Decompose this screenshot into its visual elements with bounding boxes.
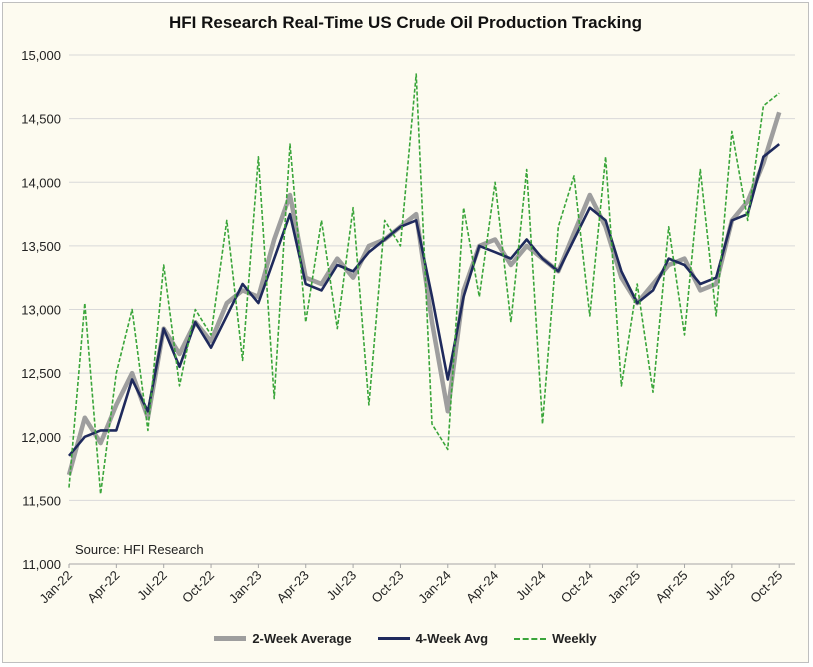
y-tick-label: 11,000 (22, 557, 61, 572)
x-tick-label: Jan-25 (605, 568, 644, 607)
x-tick-label: Apr-24 (463, 568, 501, 606)
legend-swatch (377, 637, 410, 640)
y-tick-label: 12,000 (21, 430, 61, 445)
y-tick-label: 12,500 (21, 366, 61, 381)
series-line-weekly (68, 73, 780, 495)
y-tick-label: 13,000 (21, 303, 61, 318)
y-tick-label: 11,500 (22, 493, 61, 508)
y-tick-label: 13,500 (21, 239, 61, 254)
legend-swatch (214, 636, 247, 641)
series-line-2-week-average (66, 111, 782, 476)
x-tick-label: Jul-25 (702, 568, 738, 604)
legend-swatch (514, 637, 547, 640)
series-line-4-week-avg (68, 143, 781, 457)
legend-item: 4-Week Avg (377, 631, 489, 646)
y-tick-label: 14,000 (21, 175, 61, 190)
x-tick-label: Jul-24 (513, 568, 549, 604)
gridlines (69, 54, 795, 501)
y-tick-label: 15,000 (21, 48, 61, 63)
legend-item: 2-Week Average (214, 631, 352, 646)
x-tick-label: Apr-22 (84, 568, 122, 606)
series-lines (66, 73, 782, 495)
x-tick-label: Jul-22 (134, 568, 170, 604)
legend-label: Weekly (552, 631, 597, 646)
y-tick-label: 14,500 (21, 112, 61, 127)
legend-item: Weekly (514, 631, 597, 646)
axes: 11,000 11,500 12,000 12,500 13,000 13,500 14,0… (21, 48, 795, 606)
x-tick-label: Jan-22 (36, 568, 75, 607)
x-tick-label: Jan-23 (226, 568, 265, 607)
x-tick-label: Jan-24 (415, 568, 454, 607)
x-tick-label: Jul-23 (324, 568, 360, 604)
chart-plot: 11,000 11,500 12,000 12,500 13,000 13,500 14,0… (21, 48, 795, 606)
x-tick-label: Oct-25 (747, 568, 785, 606)
source-annotation: Source: HFI Research (75, 542, 204, 557)
x-tick-label: Oct-22 (179, 568, 217, 606)
x-tick-label: Apr-25 (652, 568, 690, 606)
legend-label: 2-Week Average (252, 631, 352, 646)
x-tick-label: Apr-23 (274, 568, 312, 606)
x-tick-label: Oct-24 (558, 568, 596, 606)
chart-title: HFI Research Real-Time US Crude Oil Prod… (169, 13, 642, 32)
legend-label: 4-Week Avg (415, 631, 489, 646)
x-tick-label: Oct-23 (368, 568, 406, 606)
legend: 2-Week Average 4-Week Avg Weekly (3, 631, 808, 646)
